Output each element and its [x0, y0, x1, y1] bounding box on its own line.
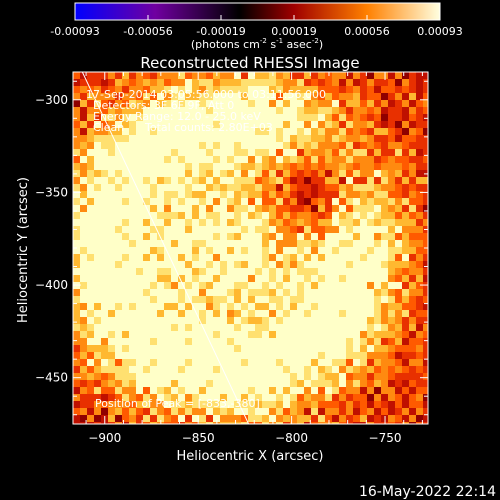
peak-position: Position of Peak = [-833,-380]: [95, 397, 260, 410]
colorbar-tick-label: 0.00093: [417, 25, 463, 38]
x-tick-label: −750: [369, 431, 402, 445]
x-axis-title: Heliocentric X (arcsec): [177, 449, 324, 464]
y-tick-label: −450: [35, 371, 68, 385]
footer-timestamp: 16-May-2022 22:14: [359, 484, 496, 500]
chart-title: Reconstructed RHESSI Image: [140, 54, 359, 72]
y-tick-label: −300: [35, 93, 68, 107]
info-counts: Total counts: 2.80E+03: [144, 121, 273, 134]
colorbar-tick-label: -0.00019: [196, 25, 245, 38]
colorbar-tick-label: -0.00056: [123, 25, 172, 38]
colorbar-tick-label: -0.00093: [50, 25, 99, 38]
x-tick-label: −800: [275, 431, 308, 445]
axis-ticks: −900 −850 −800 −750 −300 −350 −400 −450: [35, 72, 428, 445]
y-tick-label: −350: [35, 185, 68, 199]
info-energy: Energy Range: 12.0 - 25.0 keV: [93, 110, 261, 123]
x-tick-label: −900: [88, 431, 121, 445]
info-method: Clean: [93, 121, 124, 134]
y-tick-label: −400: [35, 278, 68, 292]
colorbar-units: (photons cm-2 s-1 asec-2): [191, 37, 323, 51]
colorbar-tick-label: 0.00019: [271, 25, 317, 38]
solar-limb-line: [81, 72, 250, 424]
colorbar: [74, 2, 441, 21]
info-time: 17-Sep-2014 03:05:56.000 to 03:11:56.000: [86, 88, 326, 101]
y-axis-title: Heliocentric Y (arcsec): [16, 177, 31, 323]
x-tick-label: −850: [182, 431, 215, 445]
colorbar-tick-label: 0.00056: [344, 25, 390, 38]
colorbar-ticks: -0.00093 -0.00056 -0.00019 0.00019 0.00056 0.…: [50, 15, 463, 38]
info-detectors: Detectors: 3F 6F 9F, Att 0: [93, 99, 234, 112]
